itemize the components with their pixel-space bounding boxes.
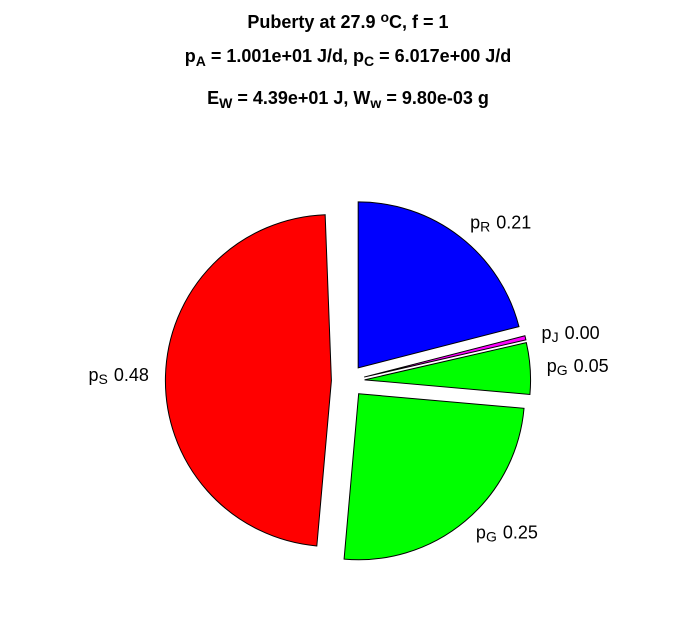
slice-label: pG 0.05 [547,356,609,378]
slice-label: pR 0.21 [470,212,531,234]
pie-slice [364,335,527,378]
title-subscript: w [369,95,381,111]
slice-label-subscript: J [552,329,559,345]
slice-label: pJ 0.00 [542,323,600,345]
slice-label-subscript: S [98,371,107,387]
pie-slice [364,342,532,395]
slice-label-name: p [470,212,480,232]
slice-label-name: p [542,323,552,343]
slice-label-value: 0.21 [496,212,531,232]
title-subscript: C [364,53,374,69]
chart-title-line: Puberty at 27.9 oC, f = 1 [247,9,448,32]
title-text: = 1.001e+01 J/d, p [206,46,364,66]
title-text: = 4.39e+01 J, W [232,88,370,108]
title-text: E [207,88,219,108]
slice-label-value: 0.00 [565,323,600,343]
slice-label: pS 0.48 [88,365,148,387]
slice-label-value: 0.48 [114,365,149,385]
title-subscript: A [196,53,206,69]
title-text: Puberty at 27.9 [247,12,380,32]
slice-label-name: p [476,522,486,542]
title-text: = 6.017e+00 J/d [374,46,511,66]
slice-label: pG 0.25 [476,522,538,544]
slice-label-name: p [88,365,98,385]
slice-label-value: 0.25 [503,522,538,542]
chart-title-line: EW = 4.39e+01 J, Ww = 9.80e-03 g [207,88,489,111]
slice-label-subscript: G [486,529,497,545]
slice-label-subscript: G [557,362,568,378]
title-subscript: W [219,95,233,111]
slice-label-value: 0.05 [574,356,609,376]
title-superscript: o [380,9,389,25]
pie-slice [164,214,332,547]
title-text: = 9.80e-03 g [381,88,489,108]
pie-slice [357,201,520,369]
chart-title-line: pA = 1.001e+01 J/d, pC = 6.017e+00 J/d [185,46,511,69]
slice-label-name: p [547,356,557,376]
title-text: C, f = 1 [389,12,449,32]
title-text: p [185,46,196,66]
pie-slice [343,393,525,561]
slice-label-subscript: R [480,218,490,234]
